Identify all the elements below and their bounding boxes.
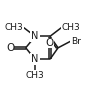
Text: CH3: CH3 <box>5 23 24 32</box>
Text: O: O <box>46 38 54 48</box>
Text: CH3: CH3 <box>26 71 45 80</box>
Text: N: N <box>31 31 39 41</box>
Text: CH3: CH3 <box>61 23 80 32</box>
Text: N: N <box>31 54 39 64</box>
Text: O: O <box>6 43 14 53</box>
Text: Br: Br <box>71 37 81 46</box>
